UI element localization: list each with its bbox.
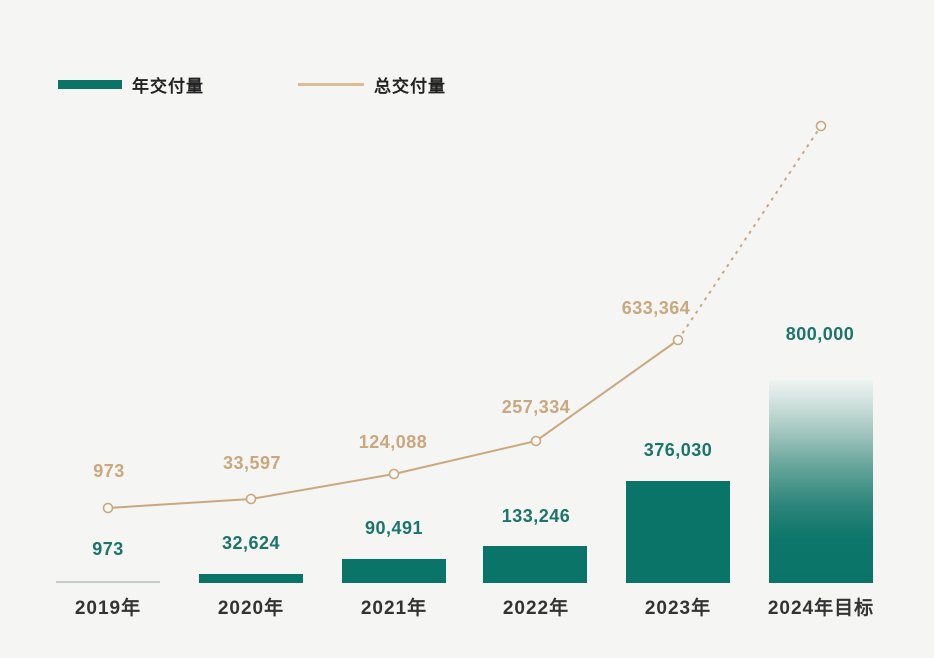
bar-value-2024-target: 800,000 [785,324,855,344]
line-value-2019: 973 [93,461,125,481]
category-label-2021: 2021年 [360,598,428,619]
bar-2022 [483,546,587,583]
line-point-2021 [388,468,400,480]
line-point-2020 [245,493,257,505]
line-solid-segment [107,339,679,509]
category-label-2022: 2022年 [502,598,570,619]
legend-label-total: 总交付量 [374,76,446,96]
line-value-2021: 124,088 [358,432,428,452]
line-dashed-projection-segment [677,125,822,341]
category-label-2020: 2020年 [217,598,285,619]
legend-item-annual-deliveries: 年交付量 [58,72,204,96]
line-point-2022 [530,435,542,447]
bar-2021 [342,559,446,583]
bar-value-2020: 32,624 [221,533,281,553]
category-label-2024-target: 2024年目标 [767,598,875,619]
line-point-2024-target [815,120,827,132]
bar-legend-swatch [58,79,122,89]
bar-value-2023: 376,030 [643,440,713,460]
bar-2023 [626,481,730,583]
line-legend-swatch [298,82,364,86]
line-point-2019 [102,502,114,514]
bar-2020 [199,574,303,583]
line-value-2023: 633,364 [621,298,691,318]
legend-label-annual: 年交付量 [132,76,204,96]
line-value-2022: 257,334 [501,397,571,417]
bar-2024-target [769,380,873,583]
legend-item-total-deliveries: 总交付量 [298,72,446,96]
bar-2019 [56,581,160,583]
line-point-2023 [672,334,684,346]
bar-value-2019: 973 [92,539,124,559]
bar-value-2022: 133,246 [501,506,571,526]
line-value-2020: 33,597 [222,453,282,473]
bar-value-2021: 90,491 [364,518,424,538]
category-label-2019: 2019年 [74,598,142,619]
category-label-2023: 2023年 [644,598,712,619]
